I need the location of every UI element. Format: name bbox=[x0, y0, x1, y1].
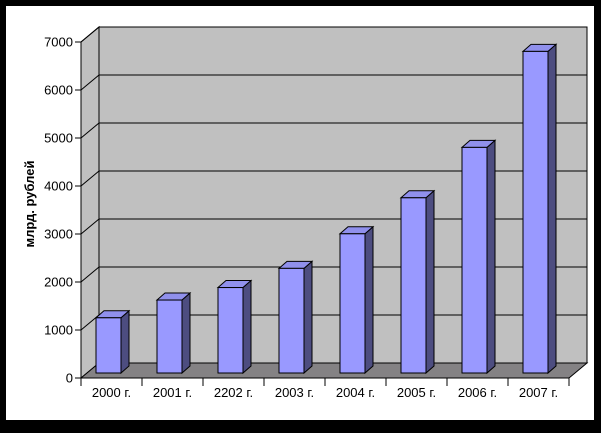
y-tick-label: 2000 bbox=[44, 275, 73, 290]
side-wall-gridline bbox=[80, 122, 100, 139]
bar-2004 г. bbox=[339, 233, 366, 374]
side-wall-gridline bbox=[80, 170, 100, 187]
x-tick-label: 2007 г. bbox=[519, 385, 558, 400]
bar-side-face bbox=[303, 260, 313, 375]
bar-side-face bbox=[486, 139, 496, 375]
side-wall-gridline bbox=[80, 26, 100, 43]
bar-side-face bbox=[181, 291, 191, 375]
chart-canvas: млрд. рублей 0 1000 2000 3000 4000 5000 6000 70… bbox=[6, 6, 594, 420]
x-tick-label: 2006 г. bbox=[458, 385, 497, 400]
bar-side-face bbox=[364, 225, 374, 375]
bar-2007 г. bbox=[522, 50, 549, 374]
side-wall-gridline bbox=[80, 74, 100, 91]
bar-2005 г. bbox=[400, 197, 427, 374]
bar-side-face bbox=[120, 309, 130, 375]
bar-side-face bbox=[547, 43, 557, 375]
y-tick-label: 4000 bbox=[44, 179, 73, 194]
y-tick-label: 7000 bbox=[44, 35, 73, 50]
y-tick-label: 5000 bbox=[44, 131, 73, 146]
floor bbox=[79, 362, 589, 379]
bar-2006 г. bbox=[461, 146, 488, 374]
y-tick-label: 6000 bbox=[44, 83, 73, 98]
bar-2202 г. bbox=[217, 287, 244, 374]
side-wall-gridline bbox=[80, 266, 100, 283]
bar-2001 г. bbox=[156, 299, 183, 374]
x-tick-label: 2004 г. bbox=[336, 385, 375, 400]
plot-area-svg: 0 1000 2000 3000 4000 5000 6000 7000 2000 г. 2001… bbox=[44, 25, 589, 400]
bar-side-face bbox=[425, 189, 435, 375]
x-tick-label: 2000 г. bbox=[92, 385, 131, 400]
bar-2000 г. bbox=[95, 317, 122, 374]
x-tick-label: 2005 г. bbox=[397, 385, 436, 400]
x-tick-label: 2202 г. bbox=[214, 385, 253, 400]
y-tick-label: 1000 bbox=[44, 323, 73, 338]
bar-2003 г. bbox=[278, 267, 305, 374]
bar-side-face bbox=[242, 279, 252, 375]
y-tick-label: 0 bbox=[66, 371, 73, 386]
side-wall-gridline bbox=[80, 218, 100, 235]
y-tick-label: 3000 bbox=[44, 227, 73, 242]
x-tick-label: 2001 г. bbox=[153, 385, 192, 400]
x-tick-label: 2003 г. bbox=[275, 385, 314, 400]
